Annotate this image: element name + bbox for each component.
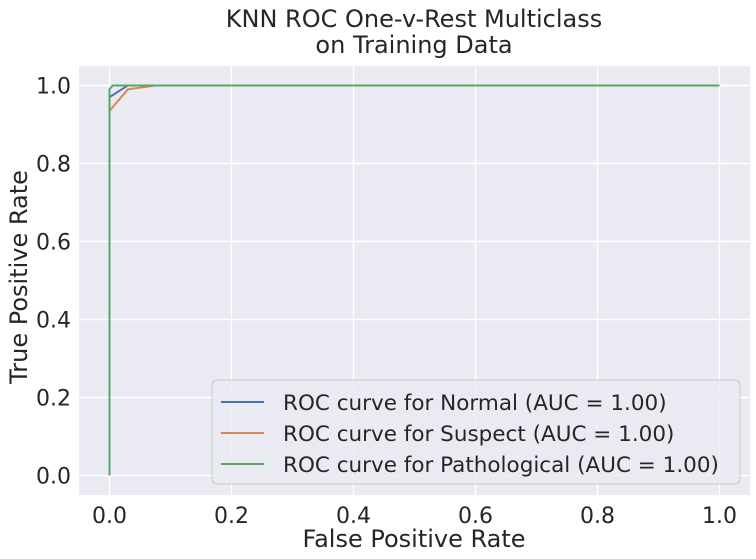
legend: ROC curve for Normal (AUC = 1.00) ROC cur… xyxy=(211,379,741,485)
y-axis-label: True Positive Rate xyxy=(5,170,33,385)
legend-label: ROC curve for Normal (AUC = 1.00) xyxy=(283,391,667,416)
y-tick-label: 0.0 xyxy=(36,465,71,490)
y-tick-label: 0.4 xyxy=(36,309,71,334)
x-tick-label: 0.8 xyxy=(580,504,615,529)
series-lines xyxy=(108,84,720,476)
x-tick-label: 0.6 xyxy=(458,504,493,529)
series-line xyxy=(108,84,720,476)
x-tick-label: 0.0 xyxy=(92,504,127,529)
legend-frame xyxy=(211,379,741,485)
legend-label: ROC curve for Suspect (AUC = 1.00) xyxy=(283,422,674,447)
chart-title-line-2: on Training Data xyxy=(315,31,512,59)
y-tick-label: 1.0 xyxy=(36,75,71,100)
x-tick-label: 0.4 xyxy=(336,504,371,529)
y-tick-label: 0.2 xyxy=(36,387,71,412)
y-tick-label: 0.8 xyxy=(36,153,71,178)
tick-labels: 0.0 0.2 0.4 0.6 0.8 1.0 0.0 0.2 0.4 0.6 0.8 1.0 xyxy=(36,75,737,530)
x-tick-label: 1.0 xyxy=(702,504,737,529)
y-tick-label: 0.6 xyxy=(36,231,71,256)
x-axis-label: False Positive Rate xyxy=(302,525,525,553)
x-tick-label: 0.2 xyxy=(214,504,249,529)
chart-title-line-1: KNN ROC One-v-Rest Multiclass xyxy=(226,5,602,33)
legend-label: ROC curve for Pathological (AUC = 1.00) xyxy=(283,453,719,478)
